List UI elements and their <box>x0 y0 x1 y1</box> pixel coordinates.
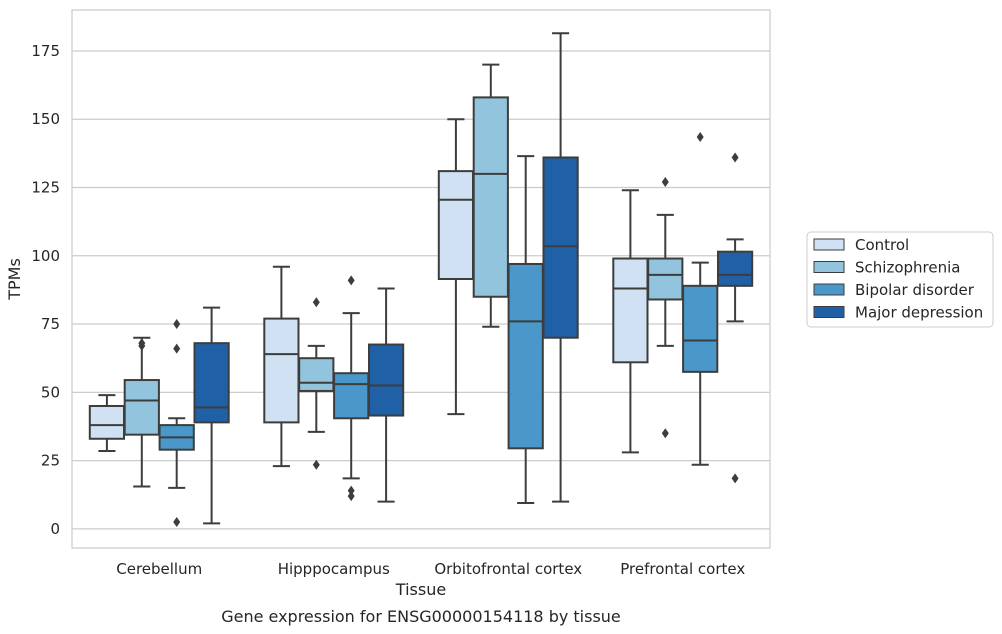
box-body <box>88 404 126 440</box>
chart-caption: Gene expression for ENSG00000154118 by t… <box>221 607 621 626</box>
outlier-point <box>347 491 355 502</box>
outlier-point <box>347 275 355 286</box>
box-bipolar-disorder-2 <box>507 155 544 504</box>
box-body <box>682 284 719 373</box>
legend-label: Bipolar disorder <box>855 281 975 299</box>
legend-item: Schizophrenia <box>813 259 960 277</box>
box-body <box>123 379 160 436</box>
outlier-point <box>347 485 355 496</box>
plot-frame <box>71 9 771 549</box>
y-tick-label: 0 <box>50 520 60 538</box>
x-tick-label: Cerebellum <box>116 560 202 578</box>
y-tick-label: 175 <box>31 42 60 60</box>
box-body <box>263 317 300 424</box>
outlier-point <box>312 297 320 308</box>
x-tick-label: Hipppocampus <box>278 560 390 578</box>
outlier-point <box>173 343 181 354</box>
box-body <box>647 257 684 301</box>
box-body <box>542 156 579 339</box>
x-tick-label: Prefrontal cortex <box>620 560 745 578</box>
outlier-point <box>731 152 739 163</box>
x-tick-label: Orbitofrontal cortex <box>434 560 582 578</box>
outlier-point <box>661 177 669 188</box>
x-axis-title: Tissue <box>395 580 446 599</box>
box-body <box>716 250 754 287</box>
legend-swatch <box>813 261 845 273</box>
y-tick-label: 50 <box>41 383 60 401</box>
box-body <box>193 342 230 424</box>
y-tick-label: 75 <box>41 315 60 333</box>
box-body <box>507 262 544 450</box>
box-body <box>612 257 649 364</box>
legend-item: Bipolar disorder <box>813 281 975 299</box>
legend-label: Schizophrenia <box>855 259 960 277</box>
box-bipolar-disorder-1 <box>333 275 370 502</box>
box-bipolar-disorder-3 <box>682 131 719 466</box>
y-tick-labels: 0 25 50 75 100 125 150 175 <box>31 42 60 538</box>
box-major-depression-3 <box>716 152 754 484</box>
outlier-point <box>138 338 146 349</box>
box-schizophrenia-0 <box>123 336 160 488</box>
outlier-point <box>312 459 320 470</box>
legend: Control Schizophrenia Bipolar disorder Majo… <box>806 231 994 328</box>
outlier-point <box>731 473 739 484</box>
outlier-point <box>696 131 704 142</box>
box-body <box>298 357 335 392</box>
y-tick-label: 25 <box>41 452 60 470</box>
outlier-point <box>173 517 181 528</box>
box-major-depression-1 <box>367 287 405 503</box>
box-control-2 <box>437 118 475 416</box>
box-control-3 <box>612 189 649 454</box>
box-major-depression-0 <box>193 306 230 525</box>
legend-swatch <box>813 306 845 318</box>
box-major-depression-2 <box>542 32 579 503</box>
y-axis-title: TPMs <box>5 258 24 301</box>
x-tick-labels: Cerebellum Hipppocampus Orbitofrontal cort… <box>116 560 745 578</box>
legend-item: Control <box>813 236 909 254</box>
legend-swatch <box>813 238 845 251</box>
outlier-point <box>661 428 669 439</box>
y-tick-label: 150 <box>31 110 60 128</box>
gridlines <box>72 50 770 530</box>
box-control-1 <box>263 265 300 468</box>
legend-frame <box>806 231 994 328</box>
legend-swatch <box>813 283 845 296</box>
box-schizophrenia-1 <box>298 297 335 470</box>
plot-boxes <box>88 32 754 528</box>
box-schizophrenia-3 <box>647 177 684 439</box>
box-bipolar-disorder-0 <box>158 319 195 528</box>
legend-label: Major depression <box>855 304 983 322</box>
outlier-point <box>173 319 181 330</box>
box-control-0 <box>88 394 126 453</box>
box-body <box>472 96 509 298</box>
y-tick-label: 125 <box>31 179 60 197</box>
box-body <box>333 372 370 420</box>
box-schizophrenia-2 <box>472 63 509 328</box>
box-body <box>367 343 405 417</box>
y-tick-label: 100 <box>31 247 60 265</box>
legend-item: Major depression <box>813 304 983 322</box>
box-body <box>437 170 475 280</box>
legend-label: Control <box>855 236 909 254</box>
